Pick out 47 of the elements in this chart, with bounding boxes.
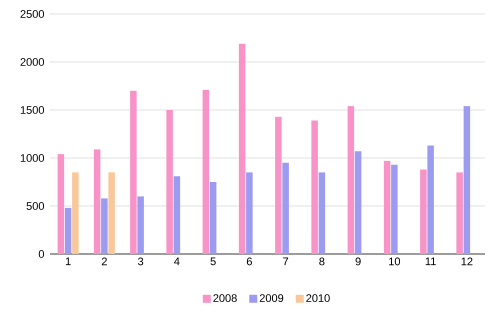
x-tick-label: 1 [66, 258, 71, 266]
bar [202, 90, 210, 254]
x-tick-label: 11 [426, 258, 436, 266]
x-tick-label: 2 [102, 258, 107, 266]
bar [238, 44, 246, 254]
x-tick-label: 6 [246, 258, 252, 266]
bar [72, 172, 79, 254]
x-tick-label: 3 [138, 258, 144, 266]
x-tick-label: 12 [462, 258, 472, 266]
bar [137, 196, 144, 254]
legend-label: 2010 [306, 294, 330, 302]
bar [174, 176, 180, 254]
bar [130, 90, 137, 254]
bar [456, 172, 463, 254]
x-tick-label: 10 [389, 258, 400, 266]
bar [101, 198, 108, 254]
bar [58, 154, 64, 254]
bar [166, 110, 173, 254]
bar [210, 182, 216, 254]
bar [64, 208, 72, 254]
y-tick-label: 0 [38, 250, 44, 258]
bar [464, 106, 470, 254]
y-tick-label: 2000 [20, 58, 44, 66]
bar [348, 106, 354, 254]
y-tick-label: 1000 [20, 154, 44, 162]
x-tick-label: 4 [174, 258, 180, 266]
bar [384, 160, 390, 254]
bar [246, 172, 253, 254]
bar [311, 120, 318, 254]
bar [420, 170, 427, 254]
y-tick-label: 1500 [20, 106, 44, 114]
y-tick-label: 500 [26, 202, 44, 210]
x-tick-label: 7 [283, 258, 288, 266]
bar [354, 151, 362, 254]
bar [108, 172, 115, 254]
y-tick-label: 2500 [20, 10, 44, 18]
bar [275, 116, 282, 254]
bar [282, 162, 289, 254]
bar [427, 146, 434, 254]
legend-label: 2008 [213, 294, 237, 302]
bar [391, 164, 398, 254]
x-tick-label: 5 [210, 258, 216, 266]
legend-label: 2009 [260, 294, 284, 302]
bar [318, 172, 326, 254]
x-tick-label: 9 [356, 258, 361, 266]
bar [94, 149, 100, 254]
x-tick-label: 8 [319, 258, 324, 266]
